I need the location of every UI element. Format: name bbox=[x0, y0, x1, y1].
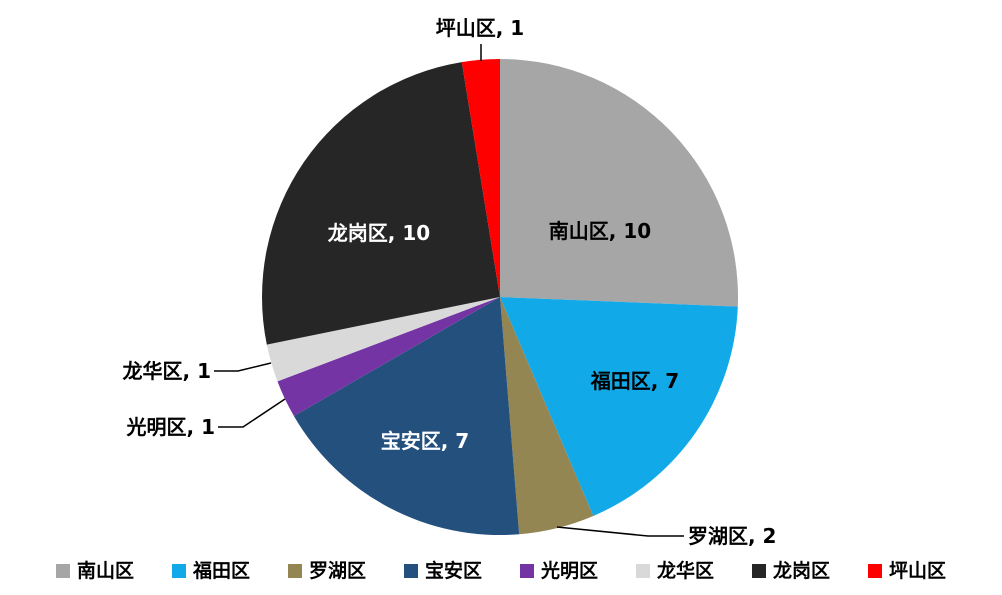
pie-slice-0 bbox=[500, 59, 739, 307]
legend-item-5: 龙华区 bbox=[636, 559, 715, 582]
legend-label-4: 光明区 bbox=[541, 559, 599, 582]
legend-item-7: 坪山区 bbox=[868, 559, 947, 582]
pie-chart: 南山区, 10 福田区, 7 罗湖区, 2 宝安区, 7 光明区, 1 龙华区, 1 龙岗区… bbox=[123, 16, 777, 548]
legend-label-3: 宝安区 bbox=[424, 559, 482, 582]
legend-swatch-0 bbox=[55, 564, 70, 578]
legend-swatch-6 bbox=[752, 564, 767, 578]
pie-data-label-6: 龙岗区, 10 bbox=[328, 221, 430, 245]
leader-line-5 bbox=[214, 362, 272, 372]
pie-data-label-5: 龙华区, 1 bbox=[123, 359, 211, 383]
legend-item-6: 龙岗区 bbox=[752, 559, 831, 582]
pie-slice-4 bbox=[277, 297, 500, 416]
legend-swatch-7 bbox=[868, 564, 883, 578]
pie-slice-2 bbox=[500, 297, 594, 535]
legend-label-2: 罗湖区 bbox=[308, 559, 366, 582]
pie-data-label-2: 罗湖区, 2 bbox=[688, 524, 776, 548]
pie-data-label-3: 宝安区, 7 bbox=[381, 429, 469, 453]
legend-swatch-3 bbox=[403, 564, 418, 578]
data-labels-group: 南山区, 10 福田区, 7 罗湖区, 2 宝安区, 7 光明区, 1 龙华区, 1 龙岗区… bbox=[123, 16, 777, 548]
legend-swatch-5 bbox=[636, 564, 651, 578]
pie-slice-1 bbox=[500, 297, 738, 516]
legend-item-3: 宝安区 bbox=[403, 559, 482, 582]
legend-item-2: 罗湖区 bbox=[287, 559, 366, 582]
legend-label-0: 南山区 bbox=[76, 559, 134, 582]
pie-slices-group bbox=[261, 59, 739, 536]
legend-item-0: 南山区 bbox=[55, 559, 134, 582]
pie-slice-5 bbox=[266, 297, 500, 382]
pie-data-label-4: 光明区, 1 bbox=[126, 415, 215, 439]
legend-label-7: 坪山区 bbox=[889, 559, 947, 582]
legend-swatch-1 bbox=[171, 564, 186, 578]
pie-data-label-0: 南山区, 10 bbox=[549, 219, 651, 243]
legend-label-5: 龙华区 bbox=[657, 559, 715, 582]
legend-item-4: 光明区 bbox=[520, 559, 599, 582]
chart-legend: 南山区 福田区 罗湖区 宝安区 光明区 龙华区 龙岗区 坪山区 bbox=[0, 556, 1002, 586]
leader-line-2 bbox=[556, 526, 684, 537]
legend-item-1: 福田区 bbox=[171, 559, 250, 582]
legend-swatch-4 bbox=[520, 564, 534, 578]
pie-data-label-1: 福田区, 7 bbox=[590, 369, 679, 393]
pie-slice-3 bbox=[293, 297, 520, 536]
pie-slice-7 bbox=[461, 59, 500, 297]
leader-line-4 bbox=[218, 398, 286, 428]
leader-lines-group bbox=[214, 44, 684, 537]
legend-swatch-2 bbox=[287, 564, 302, 578]
legend-label-1: 福田区 bbox=[192, 559, 250, 582]
pie-data-label-7: 坪山区, 1 bbox=[436, 16, 524, 40]
pie-slice-6 bbox=[261, 62, 500, 345]
legend-label-6: 龙岗区 bbox=[773, 559, 831, 582]
